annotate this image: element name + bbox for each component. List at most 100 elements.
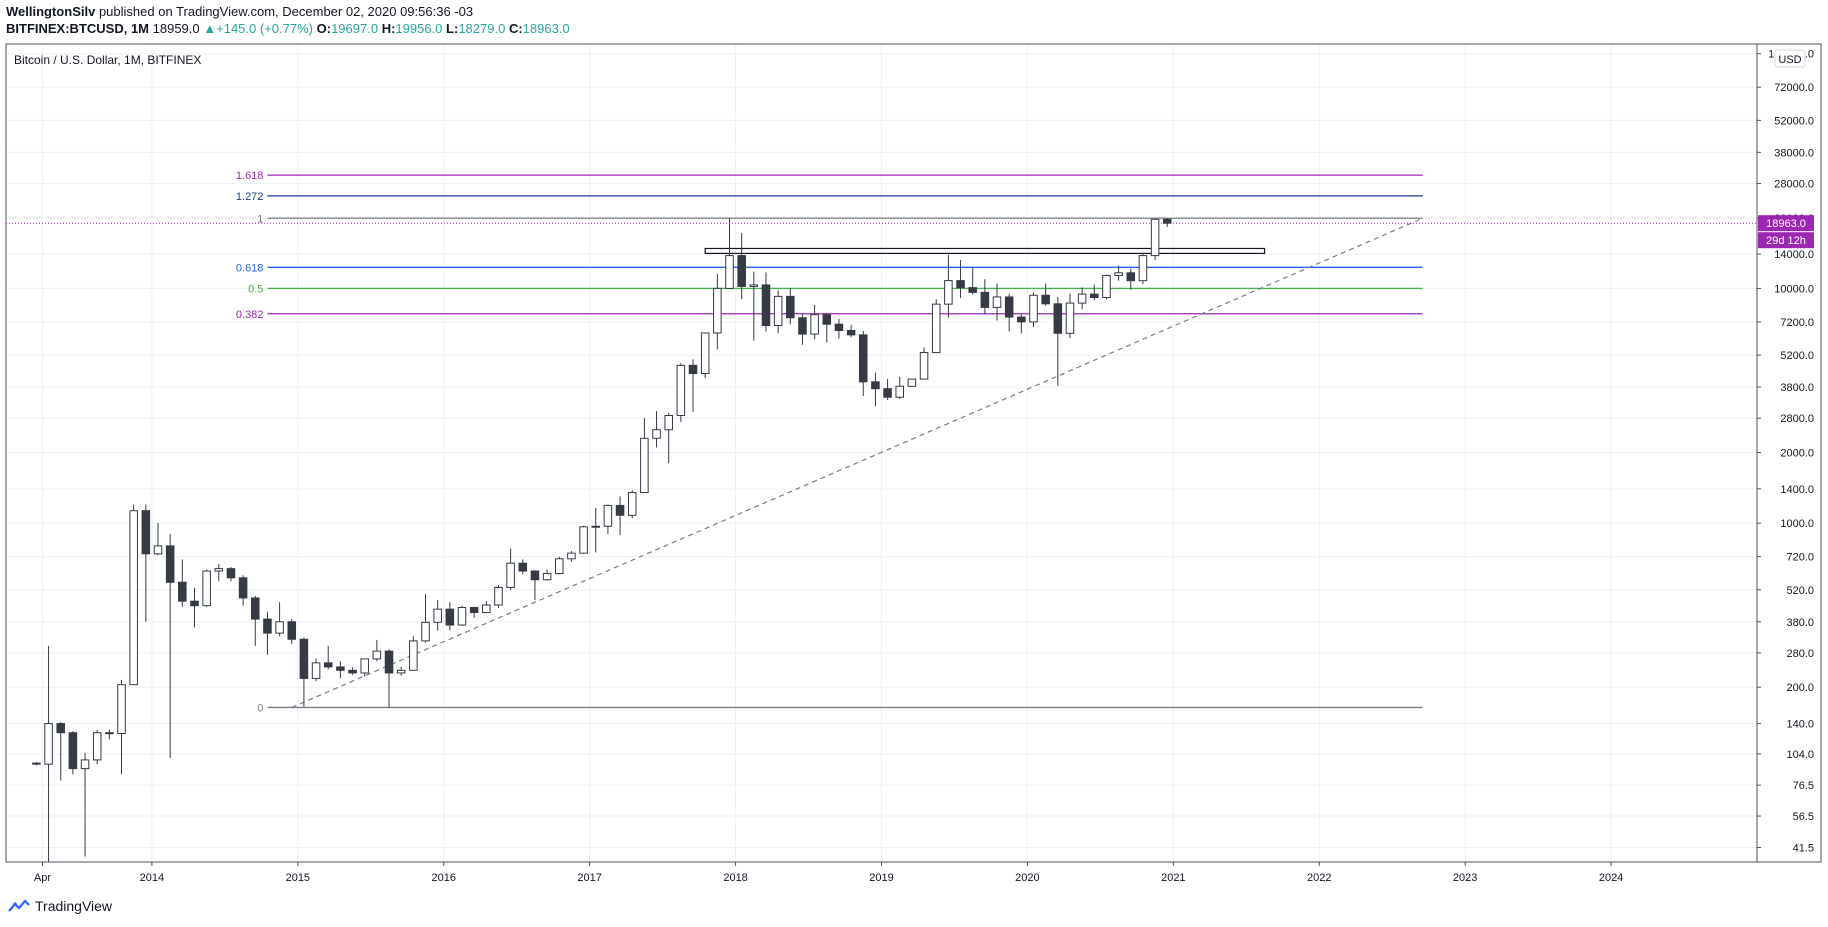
candle[interactable]	[494, 585, 503, 608]
candle[interactable]	[518, 559, 528, 575]
candle[interactable]	[554, 556, 564, 575]
candle[interactable]	[1004, 293, 1014, 332]
candle[interactable]	[907, 378, 917, 387]
candle[interactable]	[652, 411, 661, 448]
candle[interactable]	[1017, 314, 1026, 334]
candle[interactable]	[737, 233, 746, 300]
candle[interactable]	[773, 290, 783, 334]
candle[interactable]	[421, 593, 430, 643]
candle[interactable]	[287, 619, 297, 645]
candle[interactable]	[226, 567, 236, 582]
candle[interactable]	[1138, 253, 1148, 285]
candle[interactable]	[992, 283, 1002, 321]
candle[interactable]	[749, 271, 759, 341]
candle[interactable]	[1053, 296, 1063, 386]
candle[interactable]	[153, 523, 163, 556]
candle[interactable]	[214, 563, 224, 582]
candle[interactable]	[883, 378, 892, 400]
candle[interactable]	[919, 347, 929, 380]
candle[interactable]	[190, 587, 199, 628]
author-name[interactable]: WellingtonSilv	[6, 4, 96, 19]
candle[interactable]	[725, 218, 734, 289]
candle[interactable]	[409, 636, 418, 671]
candle[interactable]	[202, 569, 211, 607]
candle[interactable]	[506, 548, 515, 590]
candle[interactable]	[810, 304, 819, 340]
currency-badge[interactable]: USD	[1774, 49, 1806, 68]
candle[interactable]	[834, 318, 844, 339]
candle[interactable]	[858, 330, 868, 397]
candle[interactable]	[530, 570, 540, 601]
candle[interactable]	[786, 288, 795, 325]
candle[interactable]	[1162, 217, 1172, 227]
candle[interactable]	[56, 722, 65, 781]
candle[interactable]	[457, 605, 467, 626]
candle[interactable]	[92, 729, 102, 765]
candle[interactable]	[1150, 218, 1160, 261]
candle[interactable]	[1041, 283, 1050, 306]
candle[interactable]	[931, 299, 941, 354]
candle[interactable]	[700, 332, 710, 379]
candle[interactable]	[603, 504, 613, 534]
tradingview-footer[interactable]: TradingView	[8, 898, 112, 914]
candle[interactable]	[591, 508, 601, 553]
candle[interactable]	[761, 272, 771, 332]
candle[interactable]	[178, 559, 187, 607]
candle[interactable]	[445, 601, 455, 631]
candle[interactable]	[1065, 293, 1075, 338]
candle[interactable]	[348, 667, 357, 675]
price-axis[interactable]: 100000.072000.052000.038000.028000.02000…	[1757, 49, 1814, 855]
candle[interactable]	[1114, 265, 1123, 281]
candle[interactable]	[846, 324, 856, 338]
dashed-trendline[interactable]	[291, 217, 1423, 708]
candle[interactable]	[944, 254, 953, 318]
resistance-zone-box[interactable]	[704, 247, 1266, 255]
candle[interactable]	[482, 601, 491, 614]
candle[interactable]	[165, 533, 175, 758]
drawing-overlays[interactable]	[6, 217, 1757, 708]
candle[interactable]	[251, 595, 260, 646]
candle[interactable]	[384, 649, 394, 708]
candle[interactable]	[1126, 268, 1136, 290]
candle[interactable]	[542, 569, 552, 581]
candlestick-series[interactable]	[32, 217, 1172, 862]
candle[interactable]	[895, 376, 905, 399]
candle[interactable]	[627, 490, 637, 519]
candle[interactable]	[433, 600, 442, 631]
candle[interactable]	[129, 504, 138, 686]
last-price-badge[interactable]	[1758, 215, 1814, 232]
candle[interactable]	[968, 267, 977, 295]
candle[interactable]	[360, 658, 369, 677]
candle[interactable]	[44, 645, 53, 862]
candle[interactable]	[1029, 292, 1038, 327]
candle[interactable]	[713, 274, 722, 350]
candle[interactable]	[32, 762, 41, 766]
candle[interactable]	[105, 729, 114, 740]
candle[interactable]	[117, 679, 126, 775]
candle[interactable]	[980, 279, 990, 315]
candle[interactable]	[68, 731, 78, 775]
candle[interactable]	[1077, 287, 1087, 310]
candle[interactable]	[615, 496, 625, 536]
candle[interactable]	[238, 575, 248, 606]
candle[interactable]	[372, 639, 382, 662]
time-axis[interactable]: Apr 2014 2015 2016 2017 2018 2019 2020 2021 2022 2…	[34, 862, 1623, 884]
candle[interactable]	[1090, 284, 1099, 301]
candle[interactable]	[336, 661, 345, 679]
candle[interactable]	[263, 611, 272, 655]
candle[interactable]	[80, 752, 90, 857]
candle[interactable]	[688, 359, 698, 412]
candle[interactable]	[141, 504, 151, 622]
candle[interactable]	[822, 314, 832, 343]
candle[interactable]	[396, 666, 406, 676]
candle[interactable]	[323, 645, 333, 670]
candle[interactable]	[956, 260, 965, 299]
candle[interactable]	[579, 525, 588, 554]
candle[interactable]	[676, 363, 686, 422]
candle[interactable]	[275, 602, 284, 637]
candle[interactable]	[1102, 274, 1111, 300]
candle[interactable]	[871, 372, 880, 407]
candle[interactable]	[311, 658, 321, 682]
candle[interactable]	[798, 313, 807, 345]
